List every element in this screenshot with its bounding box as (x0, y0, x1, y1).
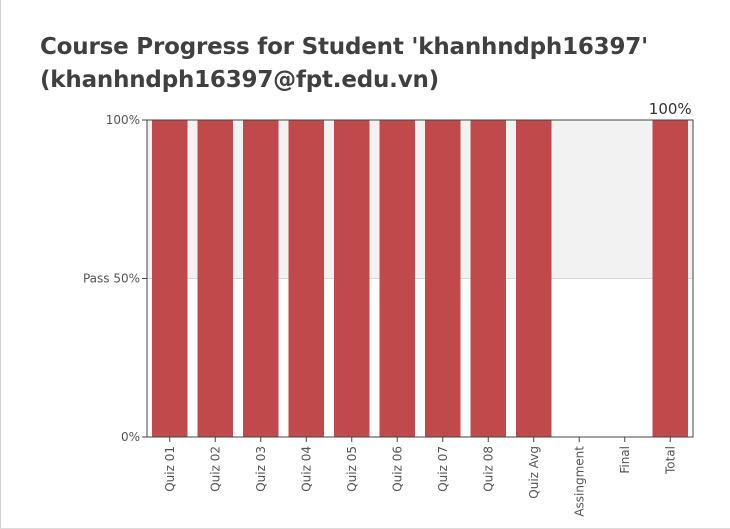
pass-region (147, 120, 693, 279)
x-tick-label: Quiz 02 (208, 446, 222, 492)
chart-title-line-1: Course Progress for Student 'khanhndph16… (40, 34, 648, 60)
x-tick-label: Total (663, 446, 677, 475)
chart-title: Course Progress for Student 'khanhndph16… (40, 31, 710, 97)
frame-left-border (0, 0, 1, 529)
bar-quiz-05 (334, 120, 370, 437)
chart-title-line-2: (khanhndph16397@fpt.edu.vn) (40, 67, 439, 93)
bar-quiz-04 (288, 120, 324, 437)
bar-quiz-01 (152, 120, 188, 437)
x-tick-label: Quiz 01 (163, 446, 177, 492)
x-tick-label: Quiz Avg (527, 446, 541, 499)
bar-quiz-avg (516, 120, 552, 437)
x-tick-label: Quiz 03 (254, 446, 268, 492)
x-tick-label: Quiz 05 (345, 446, 359, 492)
data-label: 100% (649, 100, 692, 118)
x-tick-label: Quiz 06 (390, 446, 404, 492)
x-tick-label: Quiz 04 (299, 446, 313, 492)
y-tick-label: Pass 50% (83, 272, 140, 286)
y-tick-label: 0% (121, 430, 140, 444)
y-tick-label: 100% (106, 113, 140, 127)
bar-quiz-03 (243, 120, 279, 437)
bar-quiz-02 (197, 120, 233, 437)
bar-total (652, 120, 688, 437)
bar-quiz-07 (425, 120, 461, 437)
x-tick-label: Quiz 08 (481, 446, 495, 492)
x-tick-label: Final (618, 446, 632, 474)
bar-quiz-08 (470, 120, 506, 437)
x-tick-label: Quiz 07 (436, 446, 450, 492)
bar-quiz-06 (379, 120, 415, 437)
x-tick-label: Assingment (572, 446, 586, 517)
